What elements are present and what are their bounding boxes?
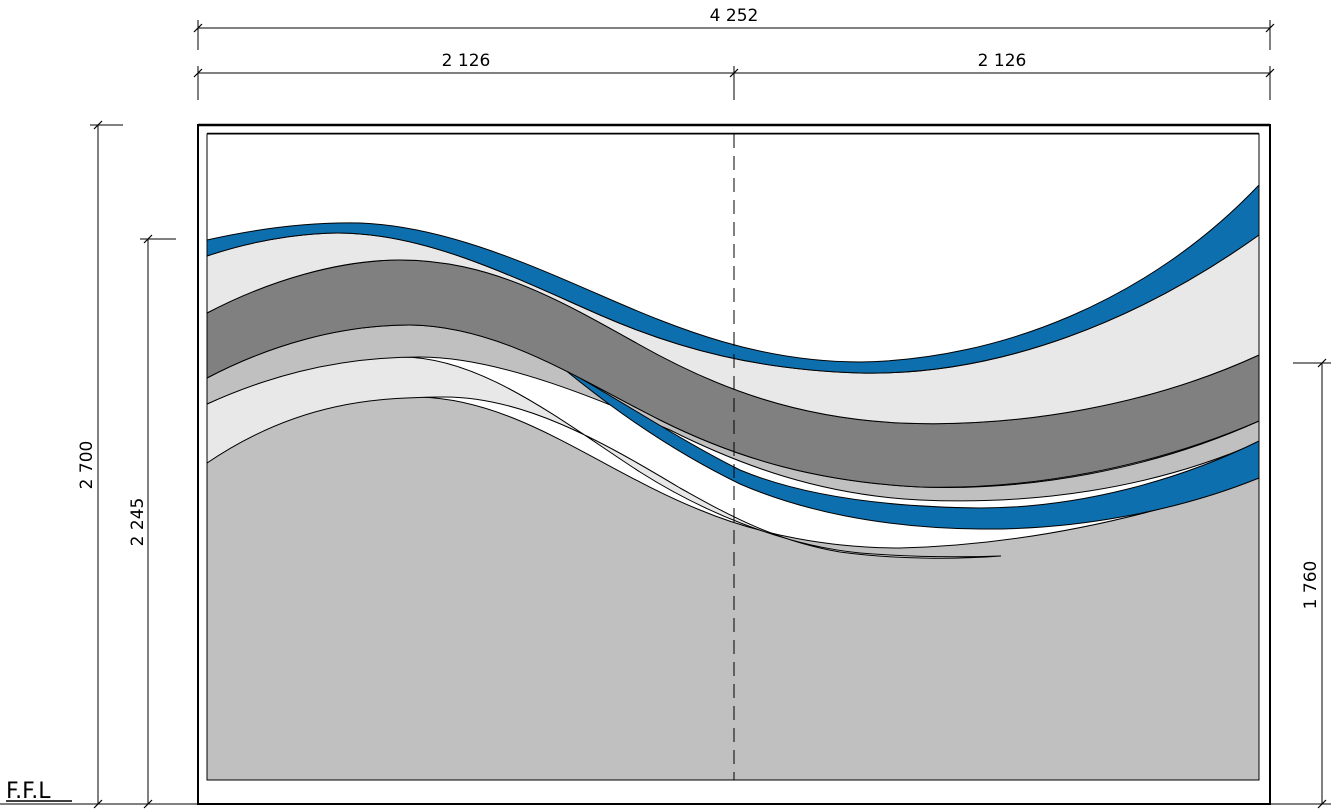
inner-panel-border [206,133,1260,781]
panel-width-dimension: 2 126 2 126 [193,51,1275,100]
right-panel-width-label: 2 126 [978,51,1027,71]
lower-light-band [206,356,1002,559]
overall-height-label: 2 700 [77,441,97,490]
left-panel-width-label: 2 126 [442,51,491,71]
left-wave-height-label: 2 245 [128,498,148,547]
overall-height-dimension: 2 700 [77,120,123,809]
right-wave-height-dimension: 1 760 [1293,358,1331,809]
overall-width-label: 4 252 [710,6,759,26]
floor-level-label: F.F.L [6,779,51,804]
right-wave-height-label: 1 760 [1301,561,1321,610]
overall-width-dimension: 4 252 [193,6,1275,50]
left-wave-height-dimension: 2 245 [128,234,176,809]
